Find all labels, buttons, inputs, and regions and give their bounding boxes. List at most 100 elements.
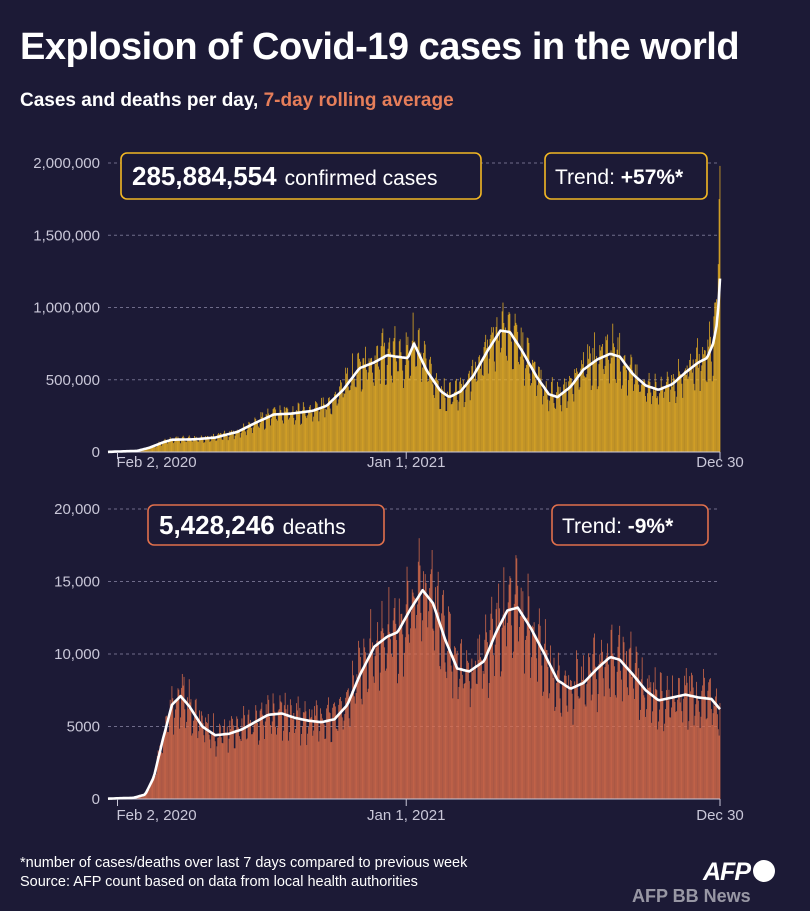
daily-bar (662, 698, 664, 799)
daily-bar (270, 425, 271, 452)
daily-bar (265, 704, 267, 799)
daily-bar (434, 650, 436, 799)
daily-bar (301, 733, 302, 799)
daily-bar (412, 592, 414, 799)
daily-bar (312, 735, 314, 799)
daily-bar (595, 666, 596, 799)
daily-bar (641, 381, 643, 452)
daily-bar (243, 423, 245, 452)
daily-bar (315, 700, 317, 799)
daily-bar (448, 395, 449, 452)
daily-bar (398, 598, 400, 799)
daily-bar (485, 614, 487, 799)
daily-bar (536, 395, 538, 452)
daily-bar (262, 714, 264, 799)
daily-bar (416, 366, 417, 452)
daily-bar (528, 342, 530, 452)
daily-bar (150, 780, 152, 799)
daily-bar (146, 789, 148, 799)
daily-bar (351, 379, 353, 452)
daily-bar (709, 321, 710, 452)
footnote-trend-note: *number of cases/deaths over last 7 days… (20, 855, 468, 871)
daily-bar (577, 696, 579, 799)
daily-bar (366, 660, 367, 799)
daily-bar (535, 380, 537, 452)
daily-bar (436, 610, 437, 799)
daily-bar (657, 396, 659, 452)
daily-bar (310, 413, 312, 452)
cases-chart: 0 500,000 1,000,000 1,500,000 2,000,000 Feb 2… (33, 152, 744, 471)
daily-bar (650, 682, 652, 799)
daily-bar (552, 394, 554, 452)
daily-bar (467, 660, 468, 799)
daily-bar (699, 390, 701, 452)
daily-bar (491, 327, 493, 452)
daily-bar (166, 715, 168, 799)
daily-bar (479, 634, 481, 799)
daily-bar (553, 657, 555, 799)
daily-bar (660, 376, 662, 452)
trend-label: Trend: (555, 166, 621, 189)
daily-bar (311, 709, 313, 799)
daily-bar (493, 676, 495, 799)
daily-bar (635, 379, 637, 452)
y-tick-label: 20,000 (54, 501, 100, 518)
daily-bar (626, 651, 627, 799)
daily-bar (370, 609, 372, 799)
daily-bar (179, 728, 181, 799)
daily-bar (215, 440, 217, 452)
daily-bar (649, 381, 651, 452)
daily-bar (278, 413, 280, 452)
daily-bar (537, 681, 538, 799)
daily-bar (240, 741, 242, 799)
daily-bar (347, 386, 349, 452)
daily-bar (561, 716, 563, 799)
daily-bar (231, 430, 232, 452)
daily-bar (368, 658, 370, 799)
daily-bar (408, 634, 410, 799)
daily-bar (413, 596, 415, 799)
daily-bar (372, 642, 373, 799)
daily-bar (260, 412, 262, 452)
daily-bar (436, 585, 438, 799)
daily-bar (540, 369, 542, 452)
total-label: confirmed cases (285, 167, 438, 190)
daily-bar (710, 336, 711, 452)
daily-bar (314, 706, 315, 799)
daily-bar (386, 364, 388, 452)
daily-bar (466, 650, 468, 799)
daily-bar (616, 349, 618, 452)
daily-bar (717, 264, 719, 452)
daily-bar (358, 640, 360, 799)
trend-box (544, 152, 708, 200)
y-tick-label: 1,000,000 (33, 300, 100, 317)
daily-bar (603, 374, 605, 452)
daily-bar (156, 444, 158, 452)
daily-bar (617, 646, 619, 799)
daily-bar (521, 616, 523, 799)
daily-bar (327, 406, 328, 452)
y-tick-label: 15,000 (54, 574, 100, 591)
daily-bar (329, 713, 331, 799)
daily-bar (356, 374, 358, 452)
daily-bar (264, 721, 266, 799)
daily-bar (155, 447, 156, 452)
daily-bar (333, 703, 334, 799)
daily-bar (623, 642, 625, 799)
daily-bar (384, 342, 385, 452)
total-value: 5,428,246 (159, 510, 275, 540)
daily-bar (551, 667, 552, 799)
daily-bar (394, 326, 396, 452)
daily-bar (360, 391, 362, 452)
daily-bar (336, 729, 338, 799)
daily-bar (305, 711, 307, 799)
daily-bar (280, 410, 282, 452)
daily-bar (527, 573, 529, 799)
daily-bar (203, 735, 205, 799)
daily-bar (383, 346, 385, 452)
daily-bar (442, 393, 444, 452)
daily-bar (454, 391, 455, 452)
daily-bar (630, 354, 632, 452)
daily-bar (426, 596, 428, 799)
daily-bar (486, 632, 487, 799)
